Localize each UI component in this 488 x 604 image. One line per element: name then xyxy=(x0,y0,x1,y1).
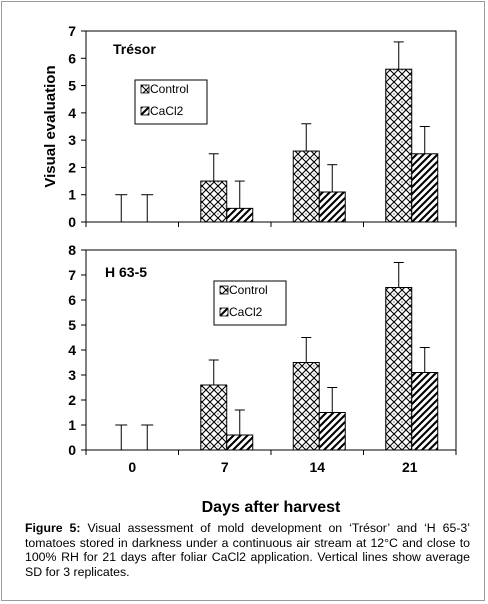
caption-label: Figure 5: xyxy=(25,521,81,535)
legend-swatch-control xyxy=(140,84,150,94)
x-tick-label: 21 xyxy=(402,459,418,475)
y-tick-label: 6 xyxy=(68,292,76,308)
x-tick-label: 7 xyxy=(221,459,229,475)
legend-label-control: Control xyxy=(150,82,189,96)
caption-text: Visual assessment of mold development on… xyxy=(25,521,470,579)
legend-label-control: Control xyxy=(229,283,268,297)
x-axis-label: Days after harvest xyxy=(202,499,341,516)
y-tick-label: 8 xyxy=(68,242,76,258)
bar-control-day-7 xyxy=(200,180,228,223)
legend-label-cacl2: CaCl2 xyxy=(229,305,263,319)
y-tick-label: 2 xyxy=(68,392,76,408)
bar-cacl2-day-7 xyxy=(226,434,254,451)
x-tick-label: 14 xyxy=(309,459,325,475)
bar-control-day-21 xyxy=(385,68,413,223)
y-tick-label: 3 xyxy=(68,367,76,383)
y-tick-label: 1 xyxy=(68,417,76,433)
y-tick-label: 7 xyxy=(68,23,76,39)
bar-cacl2-day-14 xyxy=(318,191,346,223)
y-tick-label: 4 xyxy=(68,105,76,121)
y-tick-label: 3 xyxy=(68,132,76,148)
panel-tresor: 0 1 2 3 4 5 6 7 Trésor Control CaCl2 Visual evaluat… xyxy=(42,23,457,230)
bar-cacl2-day-7 xyxy=(226,207,254,223)
bar-control-day-7 xyxy=(200,384,228,451)
bar-control-day-14 xyxy=(292,150,320,223)
legend-label-cacl2: CaCl2 xyxy=(150,104,184,118)
y-tick-label: 2 xyxy=(68,159,76,175)
y-tick-label: 4 xyxy=(68,342,76,358)
y-tick-label: 7 xyxy=(68,267,76,283)
figure-caption: Figure 5: Visual assessment of mold deve… xyxy=(25,521,470,579)
panel-label: H 63-5 xyxy=(105,264,147,280)
bar-cacl2-day-14 xyxy=(318,412,346,451)
y-tick-label: 6 xyxy=(68,50,76,66)
y-tick-label: 5 xyxy=(68,317,76,333)
bar-cacl2-day-21 xyxy=(411,153,439,223)
bar-control-day-14 xyxy=(292,362,320,451)
panel-h63-5: 0 1 2 3 4 5 6 7 8 H 63-5 Control CaCl2 0 7 14 21 Days af… xyxy=(68,242,457,516)
y-tick-label: 5 xyxy=(68,78,76,94)
y-tick-label: 0 xyxy=(68,442,76,458)
legend-swatch-control xyxy=(219,285,229,295)
x-tick-label: 0 xyxy=(128,459,136,475)
panel-label: Trésor xyxy=(113,41,156,57)
bar-cacl2-day-21 xyxy=(411,372,439,451)
y-tick-label: 1 xyxy=(68,187,76,203)
legend-swatch-cacl2 xyxy=(219,307,229,317)
y-tick-label: 0 xyxy=(68,214,76,230)
bar-control-day-21 xyxy=(385,287,413,451)
legend-swatch-cacl2 xyxy=(140,106,150,116)
y-axis-label: Visual evaluation xyxy=(42,65,59,187)
